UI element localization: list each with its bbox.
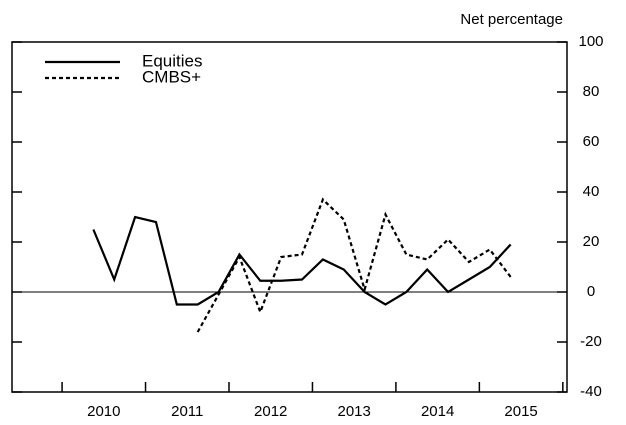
- y-tick-label: 0: [587, 283, 595, 300]
- y-tick-label: 20: [583, 233, 600, 250]
- y-tick-label: 100: [578, 33, 603, 50]
- x-tick-label: 2011: [171, 403, 203, 420]
- y-tick-label: -20: [580, 333, 602, 350]
- legend-label: Equities: [142, 51, 202, 70]
- x-tick-label: 2012: [254, 403, 287, 420]
- x-tick-label: 2015: [504, 403, 537, 420]
- x-tick-label: 2010: [87, 403, 120, 420]
- y-tick-label: 60: [583, 133, 600, 150]
- y-tick-label: 40: [583, 183, 600, 200]
- x-tick-label: 2013: [337, 403, 370, 420]
- plot-frame: [11, 41, 568, 393]
- x-tick-label: 2014: [421, 403, 454, 420]
- series-line: [196, 197, 512, 333]
- series-line: [92, 215, 512, 306]
- y-tick-label: -40: [580, 383, 602, 400]
- y-axis-label: Net percentage: [460, 11, 563, 28]
- legend-label: CMBS+: [142, 67, 201, 86]
- y-tick-label: 80: [583, 83, 600, 100]
